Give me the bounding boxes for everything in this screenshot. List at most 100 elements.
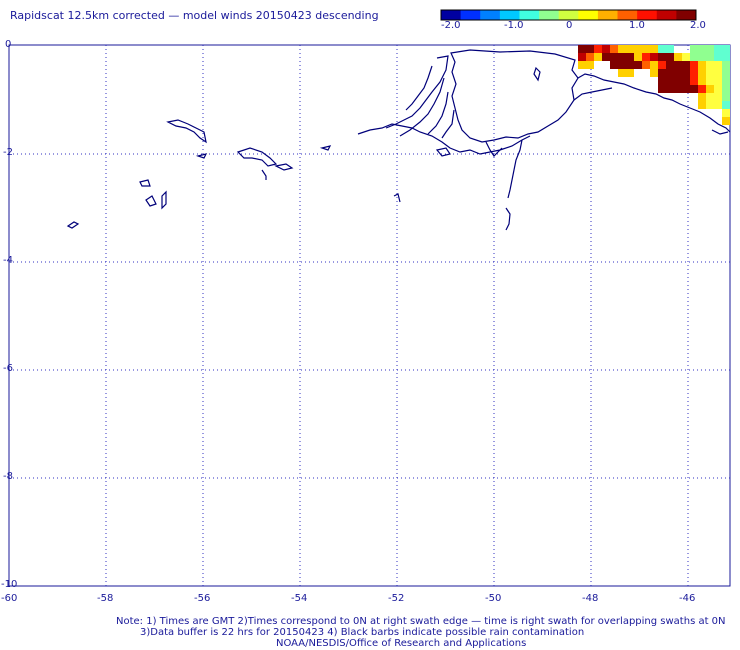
wind-cell: [642, 61, 650, 69]
wind-cell: [690, 53, 698, 61]
wind-cell: [658, 53, 666, 61]
wind-cell: [626, 69, 634, 77]
wind-cell: [602, 45, 610, 53]
wind-cell: [666, 85, 674, 93]
wind-cell: [658, 45, 666, 53]
wind-cell: [706, 85, 714, 93]
y-tick-label: -10: [1, 579, 18, 590]
grid-lines: [9, 45, 730, 586]
colorbar-swatch: [519, 10, 540, 20]
wind-cell: [594, 45, 602, 53]
wind-cell: [586, 61, 594, 69]
y-tick-label: 0: [5, 39, 12, 50]
wind-cell: [578, 53, 586, 61]
wind-cell: [642, 45, 650, 53]
wind-cell: [706, 45, 714, 53]
coast-delta-channel-5: [441, 109, 455, 139]
coast-island-j: [393, 193, 401, 203]
wind-cell: [666, 69, 674, 77]
colorbar-tick-label: -2.0: [441, 20, 461, 31]
y-tick-label: -2: [3, 147, 13, 158]
coast-delta-channel-1: [385, 55, 449, 129]
coast-south-shore: [357, 123, 531, 155]
wind-cell: [714, 101, 722, 109]
y-tick-label: -8: [3, 471, 13, 482]
wind-cell: [666, 53, 674, 61]
wind-cell: [722, 109, 730, 117]
wind-cell: [706, 69, 714, 77]
wind-cell: [650, 61, 658, 69]
coast-island-d: [261, 169, 267, 180]
wind-cell: [714, 53, 722, 61]
wind-cell: [578, 61, 586, 69]
colorbar-swatch: [578, 10, 599, 20]
x-tick-label: -60: [1, 593, 18, 604]
wind-cell: [706, 77, 714, 85]
wind-cell: [618, 61, 626, 69]
wind-cell: [658, 69, 666, 77]
wind-cell: [714, 85, 722, 93]
coast-amapa: [577, 73, 731, 133]
wind-cell: [594, 53, 602, 61]
colorbar-swatch: [499, 10, 520, 20]
wind-cell: [690, 45, 698, 53]
coast-island-g: [145, 195, 157, 207]
colorbar-swatch: [441, 10, 462, 20]
wind-cell: [698, 61, 706, 69]
wind-cell: [722, 101, 730, 109]
wind-cell: [674, 85, 682, 93]
wind-cell: [674, 77, 682, 85]
wind-cell: [722, 117, 730, 125]
coast-marajo-island: [450, 49, 579, 143]
wind-cell: [722, 53, 730, 61]
coast-island-f: [139, 179, 151, 187]
wind-cell: [690, 77, 698, 85]
wind-cell: [682, 85, 690, 93]
coast-island-b: [195, 153, 208, 159]
x-tick-label: -50: [485, 593, 502, 604]
colorbar-swatch: [539, 10, 560, 20]
colorbar-swatch: [676, 10, 697, 20]
plot-frame: [8, 44, 731, 587]
wind-cell: [706, 53, 714, 61]
coast-para-estuary: [507, 139, 523, 199]
coast-island-i: [66, 221, 80, 229]
wind-cell: [714, 69, 722, 77]
map-title: Rapidscat 12.5km corrected — model winds…: [10, 9, 379, 22]
wind-difference-cells: [578, 45, 730, 125]
colorbar-swatch: [656, 10, 677, 20]
colorbar-swatch: [597, 10, 619, 20]
colorbar-swatch: [637, 10, 658, 20]
coast-amapa-south: [573, 87, 613, 101]
wind-cell: [706, 101, 714, 109]
colorbar-swatch: [617, 10, 638, 20]
wind-cell: [634, 45, 642, 53]
wind-cell: [674, 69, 682, 77]
coast-island-e: [274, 163, 294, 171]
coast-islet-2: [505, 207, 511, 231]
wind-cell: [618, 53, 626, 61]
wind-cell: [714, 77, 722, 85]
wind-cell: [578, 45, 586, 53]
wind-cell: [682, 69, 690, 77]
wind-cell: [698, 85, 706, 93]
wind-cell: [714, 61, 722, 69]
wind-cell: [650, 69, 658, 77]
colorbar-tick-label: 0: [566, 20, 573, 31]
colorbar: [441, 10, 697, 20]
wind-cell: [698, 93, 706, 101]
x-tick-label: -56: [194, 593, 211, 604]
wind-cell: [610, 61, 618, 69]
wind-cell: [690, 85, 698, 93]
wind-cell: [682, 61, 690, 69]
wind-cell: [586, 53, 594, 61]
wind-cell: [682, 77, 690, 85]
footnote-line-2: 3)Data buffer is 22 hrs for 20150423 4) …: [140, 627, 585, 638]
x-tick-label: -52: [388, 593, 405, 604]
x-tick-label: -46: [679, 593, 696, 604]
wind-cell: [674, 61, 682, 69]
wind-cell: [610, 53, 618, 61]
footnote-line-1: Note: 1) Times are GMT 2)Times correspon…: [116, 616, 726, 627]
wind-cell: [674, 53, 682, 61]
